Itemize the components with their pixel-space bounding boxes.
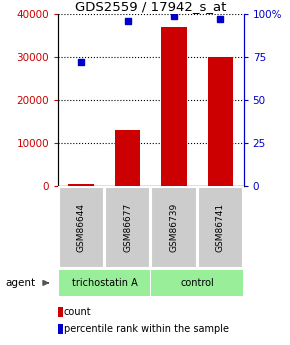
Text: percentile rank within the sample: percentile rank within the sample <box>64 324 229 334</box>
Bar <box>208 57 233 186</box>
Text: trichostatin A: trichostatin A <box>72 278 137 288</box>
Text: control: control <box>180 278 214 288</box>
Text: GSM86741: GSM86741 <box>216 203 225 252</box>
Text: GSM86644: GSM86644 <box>77 203 86 252</box>
Text: GSM86677: GSM86677 <box>123 203 132 252</box>
Text: count: count <box>64 307 91 317</box>
Bar <box>161 27 187 186</box>
Title: GDS2559 / 17942_s_at: GDS2559 / 17942_s_at <box>75 0 226 13</box>
Bar <box>68 184 94 186</box>
Bar <box>115 130 140 186</box>
Text: GSM86739: GSM86739 <box>169 203 179 252</box>
Text: agent: agent <box>6 278 36 288</box>
